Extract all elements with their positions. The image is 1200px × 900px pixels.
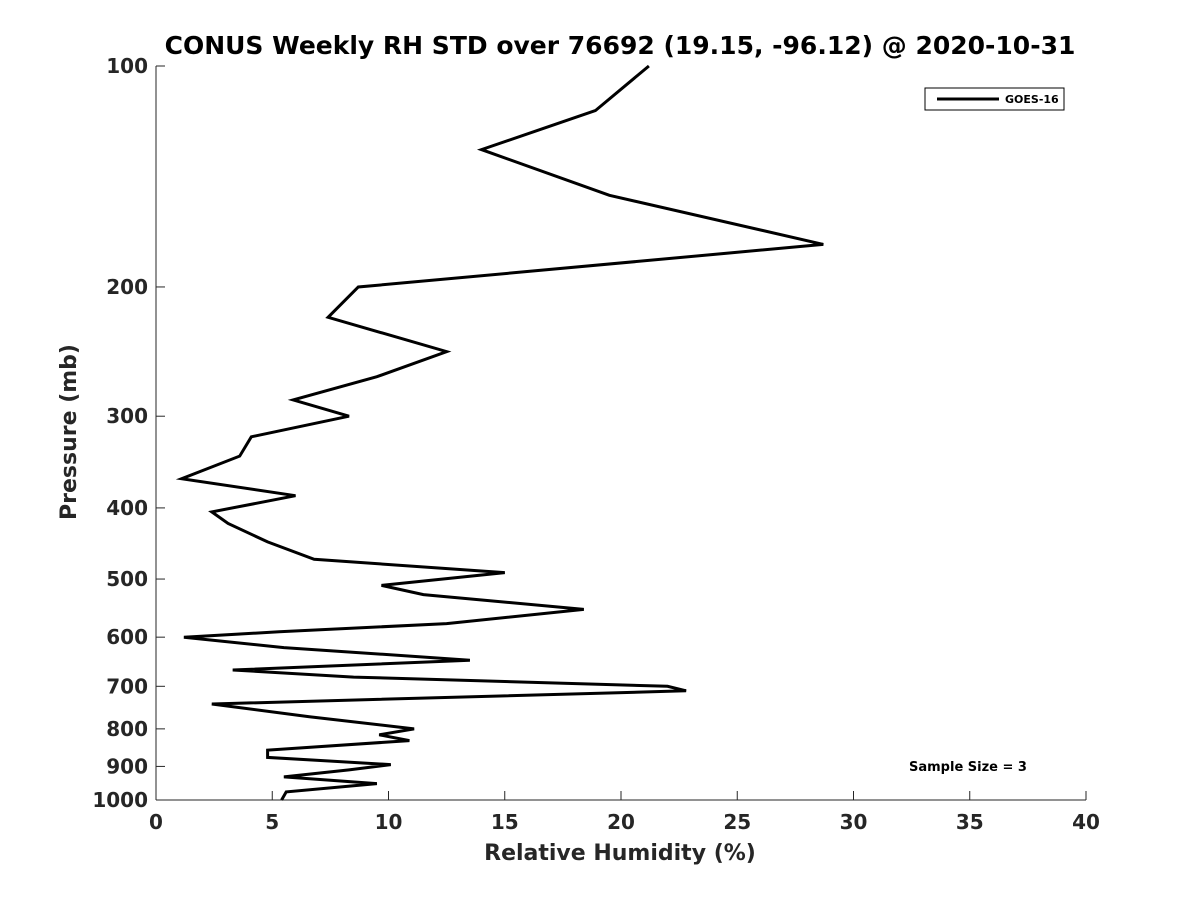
- sample-size-annotation: Sample Size = 3: [909, 760, 1027, 775]
- x-tick-label: 0: [149, 810, 163, 834]
- series-line-goes-16: [175, 64, 824, 801]
- series-group: [175, 64, 824, 801]
- x-tick-label: 20: [607, 810, 635, 834]
- y-tick-label: 800: [106, 717, 148, 741]
- y-tick-label: 200: [106, 275, 148, 299]
- axes: [155, 66, 1086, 801]
- y-tick-label: 600: [106, 625, 148, 649]
- x-tick-label: 35: [956, 810, 984, 834]
- x-tick-label: 30: [840, 810, 868, 834]
- y-tick-label: 400: [106, 496, 148, 520]
- y-tick-label: 700: [106, 674, 148, 698]
- y-tick-label: 100: [106, 54, 148, 78]
- y-tick-label: 300: [106, 404, 148, 428]
- x-tick-label: 40: [1072, 810, 1100, 834]
- legend-entry-goes-16: GOES-16: [1005, 93, 1059, 106]
- y-tick-label: 1000: [92, 788, 148, 812]
- y-tick-label: 900: [106, 754, 148, 778]
- y-axis-label: Pressure (mb): [57, 344, 82, 520]
- x-tick-label: 10: [375, 810, 403, 834]
- x-tick-label: 15: [491, 810, 519, 834]
- x-tick-label: 25: [723, 810, 751, 834]
- x-tick-label: 5: [265, 810, 279, 834]
- legend: GOES-16: [924, 87, 1065, 111]
- x-axis-label: Relative Humidity (%): [484, 841, 756, 866]
- chart-title: CONUS Weekly RH STD over 76692 (19.15, -…: [165, 31, 1076, 60]
- y-tick-label: 500: [106, 567, 148, 591]
- ticks: 0 5 10 15 20 25 30 35 40 100 200 300 400 500 600 700 800…: [92, 54, 1100, 834]
